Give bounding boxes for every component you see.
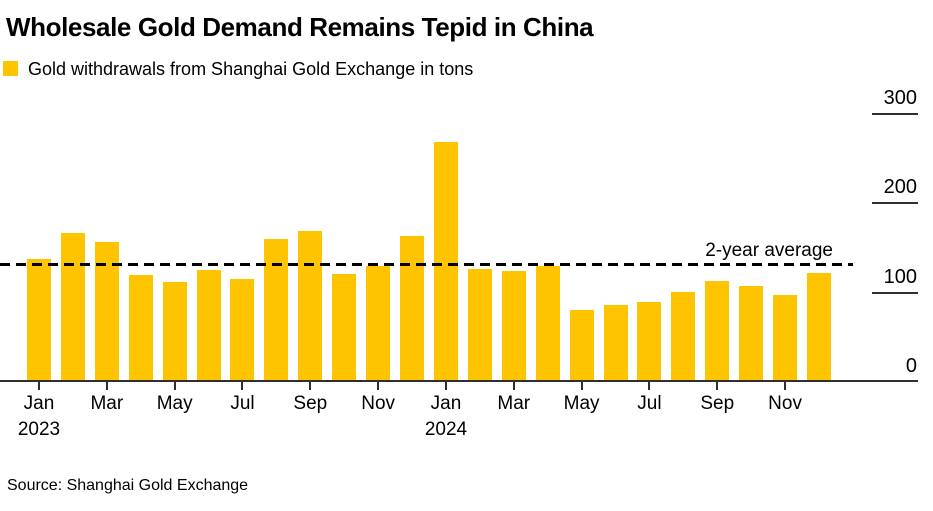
bar bbox=[264, 238, 289, 382]
x-tick-label: Nov bbox=[768, 393, 802, 414]
average-line-label: 2-year average bbox=[705, 239, 833, 261]
x-tick-mark bbox=[512, 382, 515, 390]
bar bbox=[637, 302, 662, 382]
bar bbox=[400, 236, 425, 382]
x-tick-label: Nov bbox=[361, 393, 396, 414]
y-tick-mark bbox=[872, 112, 918, 115]
bar bbox=[230, 279, 255, 382]
bar bbox=[773, 295, 798, 382]
x-tick-label: Jan bbox=[430, 393, 462, 414]
x-axis-line bbox=[0, 380, 918, 382]
average-line bbox=[0, 263, 853, 267]
bar bbox=[60, 232, 85, 382]
x-tick-mark bbox=[648, 382, 651, 390]
x-tick-mark bbox=[38, 382, 40, 390]
x-tick-label: Jan bbox=[23, 393, 55, 414]
x-tick-mark bbox=[580, 382, 583, 390]
bar bbox=[806, 272, 831, 382]
x-tick-label: Sep bbox=[700, 393, 735, 414]
x-tick-label: Jul bbox=[230, 393, 255, 414]
y-tick-label: 0 bbox=[905, 355, 917, 377]
y-tick-mark bbox=[872, 202, 918, 205]
bar bbox=[501, 271, 526, 382]
y-tick-mark bbox=[872, 291, 918, 294]
x-tick-mark bbox=[173, 382, 176, 390]
source-note: Source: Shanghai Gold Exchange bbox=[7, 477, 249, 494]
x-tick-mark bbox=[309, 382, 312, 390]
legend-label: Gold withdrawals from Shanghai Gold Exch… bbox=[28, 59, 474, 79]
x-tick-mark bbox=[716, 382, 719, 390]
x-tick-label: Jul bbox=[637, 393, 662, 414]
bar bbox=[535, 265, 560, 382]
bar bbox=[366, 265, 391, 382]
page-title: Wholesale Gold Demand Remains Tepid in C… bbox=[6, 12, 594, 42]
x-tick-year-label: 2024 bbox=[424, 419, 468, 440]
bar bbox=[705, 280, 730, 382]
x-tick-label: May bbox=[156, 393, 193, 414]
y-tick-label: 200 bbox=[883, 176, 917, 199]
bar bbox=[128, 274, 153, 382]
x-tick-label: May bbox=[563, 393, 600, 414]
y-tick-label: 100 bbox=[883, 265, 917, 288]
x-tick-mark bbox=[784, 382, 787, 390]
bar bbox=[739, 286, 764, 382]
x-tick-mark bbox=[105, 382, 108, 390]
bar bbox=[433, 141, 458, 382]
bar bbox=[671, 291, 696, 382]
x-tick-mark bbox=[444, 382, 447, 390]
x-tick-mark bbox=[377, 382, 380, 390]
x-tick-label: Mar bbox=[90, 393, 124, 414]
bar bbox=[162, 281, 187, 382]
legend-swatch-icon bbox=[3, 61, 18, 76]
bar bbox=[603, 305, 628, 382]
bar bbox=[332, 273, 357, 382]
x-tick-mark bbox=[241, 382, 244, 390]
x-tick-label: Mar bbox=[497, 393, 531, 414]
x-tick-year-label: 2023 bbox=[17, 419, 61, 440]
y-tick-label: 300 bbox=[883, 86, 917, 109]
bar bbox=[298, 230, 323, 382]
bar bbox=[467, 269, 492, 382]
bar bbox=[196, 270, 221, 382]
x-tick-label: Sep bbox=[293, 393, 328, 414]
bar bbox=[569, 309, 594, 382]
bar bbox=[27, 258, 51, 382]
